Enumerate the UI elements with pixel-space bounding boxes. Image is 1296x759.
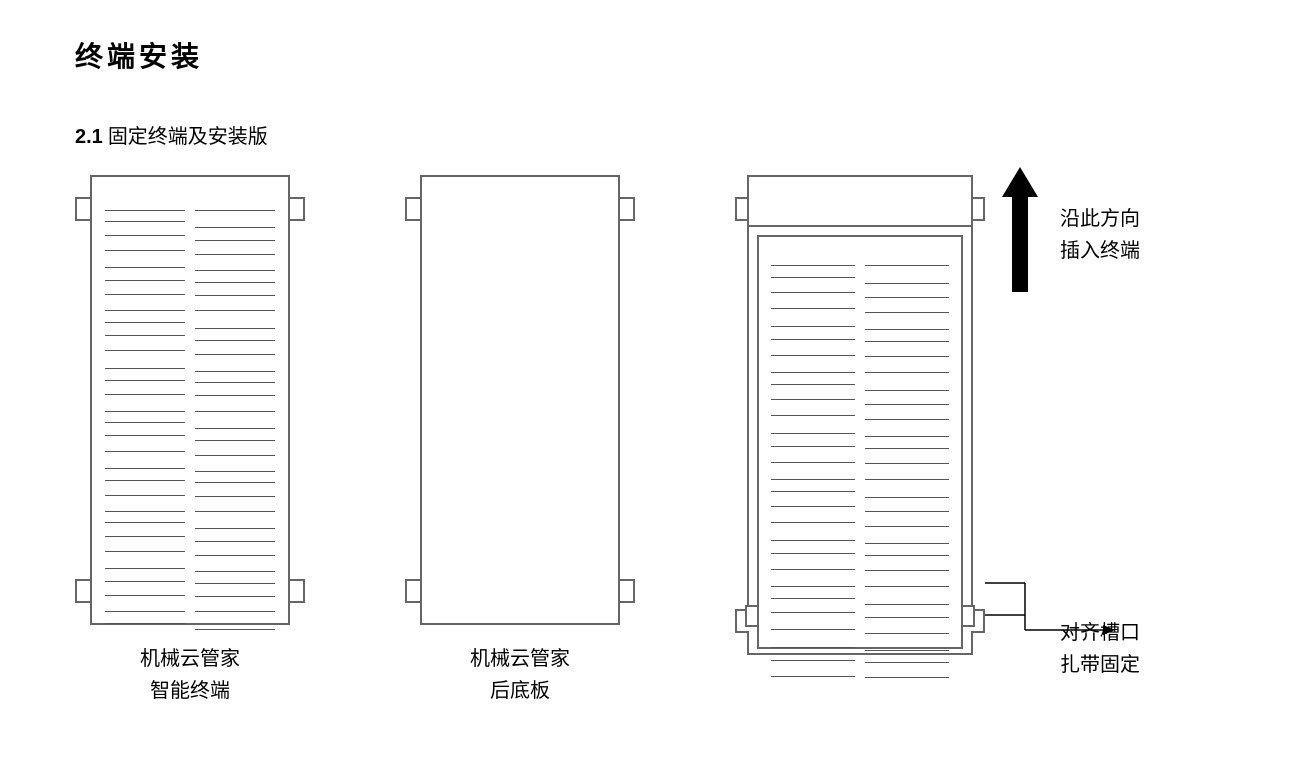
caption-line: 机械云管家 (140, 643, 240, 675)
section-number: 2.1 (75, 126, 103, 148)
device-front (75, 175, 305, 625)
panel-1: 机械云管家 智能终端 (75, 175, 305, 707)
side-tab (405, 197, 420, 221)
vent-grille (105, 210, 275, 610)
side-tab (620, 197, 635, 221)
direction-arrow-icon (1000, 167, 1040, 297)
caption-line: 机械云管家 (470, 643, 570, 675)
page-title: 终端安装 (75, 35, 203, 75)
side-tab (971, 197, 985, 221)
annotation-line: 沿此方向 (1060, 203, 1140, 235)
panel-2: 机械云管家 后底板 (405, 175, 635, 707)
device-chassis (420, 175, 620, 625)
device-assembly (735, 175, 985, 655)
panel2-caption: 机械云管家 后底板 (470, 643, 570, 707)
side-tab (75, 579, 90, 603)
annotation-line: 插入终端 (1060, 235, 1140, 267)
side-tab (290, 197, 305, 221)
annotation-line: 扎带固定 (1060, 649, 1140, 681)
section-text: 固定终端及安装版 (108, 126, 268, 148)
side-tab (290, 579, 305, 603)
annotation-bottom: 对齐槽口 扎带固定 (1060, 617, 1140, 681)
panel1-caption: 机械云管家 智能终端 (140, 643, 240, 707)
section-heading: 2.1 固定终端及安装版 (75, 120, 268, 149)
vent-grille (771, 265, 949, 635)
inner-tab (963, 605, 975, 627)
panel-3: 沿此方向 插入终端 对齐槽口 扎带固定 (735, 175, 1255, 685)
side-tab (620, 579, 635, 603)
backplate-topline (749, 225, 971, 227)
device-back (405, 175, 635, 625)
caption-line: 后底板 (470, 675, 570, 707)
side-tab (75, 197, 90, 221)
annotation-line: 对齐槽口 (1060, 617, 1140, 649)
figure-row: 机械云管家 智能终端 机械云管家 后底板 (75, 175, 1255, 707)
annotation-top: 沿此方向 插入终端 (1060, 203, 1140, 267)
inner-tab (745, 605, 757, 627)
caption-line: 智能终端 (140, 675, 240, 707)
side-tab (405, 579, 420, 603)
